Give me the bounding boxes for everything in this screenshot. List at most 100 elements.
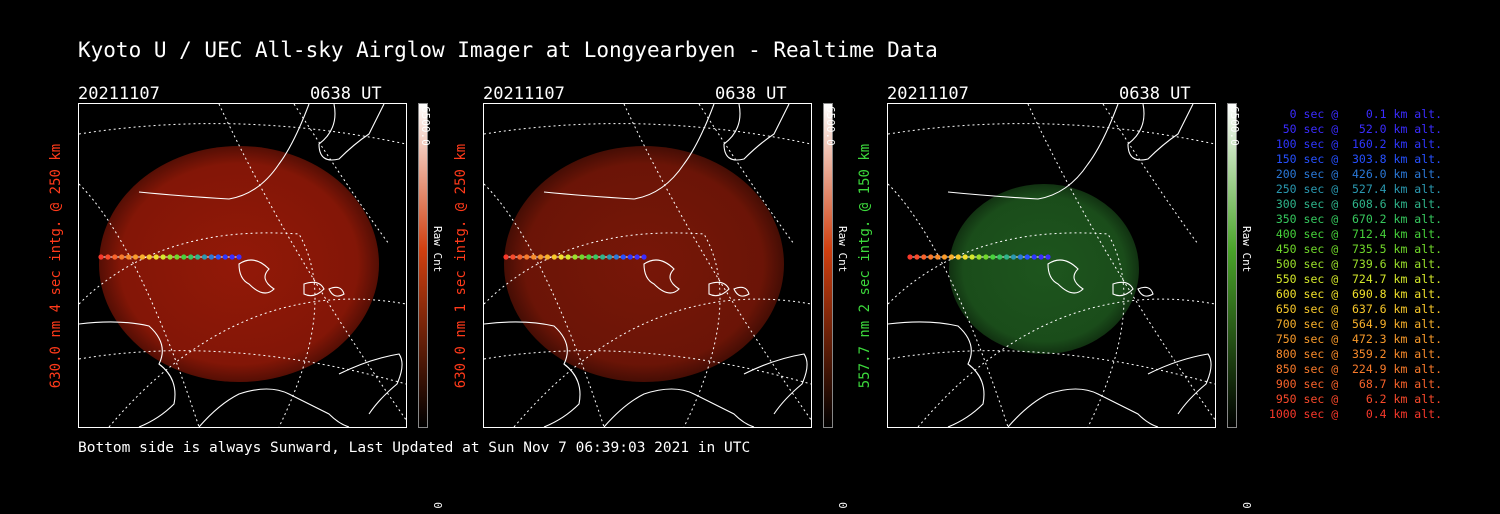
altitude-track bbox=[907, 254, 1051, 260]
track-dot bbox=[558, 254, 564, 260]
legend-row: 200 sec @ 426.0 km alt. bbox=[1268, 167, 1442, 181]
footer-status: Bottom side is always Sunward, Last Upda… bbox=[78, 440, 751, 456]
colorbar bbox=[418, 103, 428, 428]
colorbar-unit: Raw Cnt bbox=[1240, 226, 1253, 273]
legend-row: 450 sec @ 735.5 km alt. bbox=[1268, 242, 1442, 256]
legend-row: 400 sec @ 712.4 km alt. bbox=[1268, 227, 1442, 241]
track-dot bbox=[641, 254, 647, 260]
legend-row: 550 sec @ 724.7 km alt. bbox=[1268, 272, 1442, 286]
track-dot bbox=[990, 254, 996, 260]
track-dot bbox=[948, 254, 954, 260]
legend-row: 700 sec @ 564.9 km alt. bbox=[1268, 317, 1442, 331]
track-dot bbox=[1024, 254, 1030, 260]
track-dot bbox=[1038, 254, 1044, 260]
allsky-image bbox=[78, 103, 407, 428]
track-dot bbox=[1017, 254, 1023, 260]
track-dot bbox=[572, 254, 578, 260]
panel-time: 0638 UT bbox=[1119, 84, 1191, 104]
grid-lines bbox=[484, 104, 811, 427]
colorbar-min-wrap: 0 bbox=[1240, 502, 1265, 514]
colorbar-max: 6500.0 bbox=[419, 106, 432, 146]
track-dot bbox=[524, 254, 530, 260]
allsky-map bbox=[888, 104, 1215, 427]
page-title: Kyoto U / UEC All-sky Airglow Imager at … bbox=[78, 38, 938, 62]
colorbar-max: 6500.0 bbox=[1228, 106, 1241, 146]
panel-time: 0638 UT bbox=[310, 84, 382, 104]
legend-row: 50 sec @ 52.0 km alt. bbox=[1268, 122, 1442, 136]
allsky-image bbox=[483, 103, 812, 428]
coastline bbox=[79, 104, 403, 427]
grid-lines bbox=[888, 104, 1215, 427]
track-dot bbox=[174, 254, 180, 260]
track-dot bbox=[153, 254, 159, 260]
track-dot bbox=[586, 254, 592, 260]
track-dot bbox=[976, 254, 982, 260]
track-dot bbox=[236, 254, 242, 260]
legend-row: 0 sec @ 0.1 km alt. bbox=[1268, 107, 1442, 121]
track-dot bbox=[997, 254, 1003, 260]
track-dot bbox=[969, 254, 975, 260]
track-dot bbox=[620, 254, 626, 260]
track-dot bbox=[1045, 254, 1051, 260]
track-dot bbox=[229, 254, 235, 260]
panel-2: 20211107 0638 UT 630.0 nm 1 sec intg. @ … bbox=[453, 84, 903, 509]
legend-row: 950 sec @ 6.2 km alt. bbox=[1268, 392, 1442, 406]
track-dot bbox=[510, 254, 516, 260]
panel-ylabel: 630.0 nm 4 sec intg. @ 250 km bbox=[48, 143, 64, 389]
legend-row: 100 sec @ 160.2 km alt. bbox=[1268, 137, 1442, 151]
track-dot bbox=[928, 254, 934, 260]
panel-1: 20211107 0638 UT 630.0 nm 4 sec intg. @ … bbox=[48, 84, 498, 509]
legend-row: 650 sec @ 637.6 km alt. bbox=[1268, 302, 1442, 316]
colorbar-min: 0 bbox=[836, 502, 849, 509]
track-dot bbox=[907, 254, 913, 260]
track-dot bbox=[215, 254, 221, 260]
legend-row: 900 sec @ 68.7 km alt. bbox=[1268, 377, 1442, 391]
track-dot bbox=[126, 254, 132, 260]
legend-row: 350 sec @ 670.2 km alt. bbox=[1268, 212, 1442, 226]
track-dot bbox=[201, 254, 208, 260]
legend-row: 600 sec @ 690.8 km alt. bbox=[1268, 287, 1442, 301]
colorbar-unit: Raw Cnt bbox=[836, 226, 849, 273]
legend-row: 500 sec @ 739.6 km alt. bbox=[1268, 257, 1442, 271]
track-dot bbox=[544, 254, 550, 260]
track-dot bbox=[208, 254, 214, 260]
colorbar-max-wrap: 6500.0 bbox=[824, 106, 849, 166]
colorbar-max-wrap: 6500.0 bbox=[1228, 106, 1253, 166]
track-dot bbox=[146, 254, 152, 260]
track-dot bbox=[181, 254, 187, 260]
track-dot bbox=[593, 254, 599, 260]
panel-ylabel: 557.7 nm 2 sec intg. @ 150 km bbox=[857, 143, 873, 389]
legend-row: 750 sec @ 472.3 km alt. bbox=[1268, 332, 1442, 346]
track-dot bbox=[955, 254, 961, 260]
colorbar-unit: Raw Cnt bbox=[431, 226, 444, 273]
track-dot bbox=[634, 254, 640, 260]
grid-lines bbox=[79, 104, 406, 427]
legend-row: 1000 sec @ 0.4 km alt. bbox=[1268, 407, 1442, 421]
panel-3: 20211107 0638 UT 557.7 nm 2 sec intg. @ … bbox=[857, 84, 1307, 509]
colorbar-min: 0 bbox=[1240, 502, 1253, 509]
track-dot bbox=[188, 254, 194, 260]
track-dot bbox=[105, 254, 111, 260]
track-dot bbox=[531, 254, 537, 260]
track-dot bbox=[983, 254, 989, 260]
track-dot bbox=[222, 254, 228, 260]
track-dot bbox=[962, 254, 968, 260]
legend-row: 800 sec @ 359.2 km alt. bbox=[1268, 347, 1442, 361]
track-dot bbox=[579, 254, 585, 260]
track-dot bbox=[132, 254, 139, 260]
track-dot bbox=[600, 254, 606, 260]
track-dot bbox=[627, 254, 633, 260]
track-dot bbox=[606, 254, 613, 260]
airglow-field bbox=[949, 184, 1139, 354]
allsky-map bbox=[484, 104, 811, 427]
colorbar-max: 6500.0 bbox=[824, 106, 837, 146]
panel-date: 20211107 bbox=[887, 84, 969, 104]
track-dot bbox=[167, 254, 173, 260]
coastline bbox=[484, 104, 808, 427]
panel-date: 20211107 bbox=[78, 84, 160, 104]
legend-row: 300 sec @ 608.6 km alt. bbox=[1268, 197, 1442, 211]
track-dot bbox=[139, 254, 145, 260]
track-dot bbox=[921, 254, 927, 260]
track-dot bbox=[112, 254, 118, 260]
allsky-image bbox=[887, 103, 1216, 428]
